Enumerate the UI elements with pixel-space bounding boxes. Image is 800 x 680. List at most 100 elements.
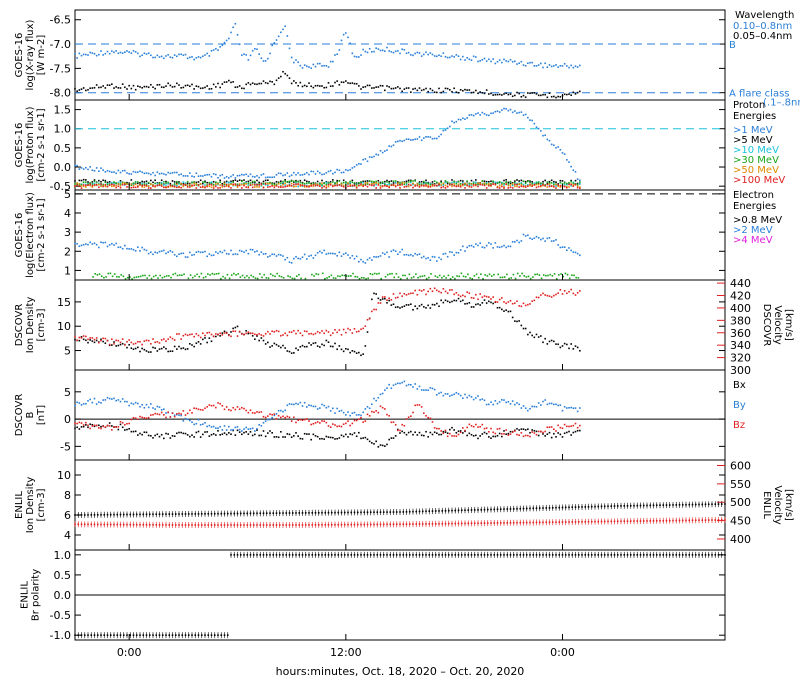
data-point <box>496 110 499 113</box>
data-point <box>212 433 215 435</box>
data-point <box>247 428 250 430</box>
data-point <box>340 333 343 336</box>
data-point <box>256 335 258 337</box>
data-point <box>477 298 479 301</box>
data-point <box>189 182 191 185</box>
data-point <box>74 164 76 167</box>
data-point <box>91 340 94 342</box>
data-point <box>193 182 195 185</box>
data-point <box>537 94 540 97</box>
data-point <box>238 174 241 177</box>
data-point <box>145 183 148 186</box>
data-point <box>288 77 291 79</box>
data-point <box>264 184 267 186</box>
data-point <box>104 241 107 244</box>
data-point <box>215 273 218 275</box>
data-point <box>490 182 492 185</box>
data-point <box>276 272 279 275</box>
data-point <box>462 184 464 187</box>
data-point <box>371 298 373 301</box>
data-point <box>571 274 573 277</box>
data-point <box>358 181 360 184</box>
data-point <box>139 181 141 184</box>
data-point <box>104 342 107 345</box>
data-point <box>505 183 507 186</box>
data-point <box>154 56 156 59</box>
data-point <box>399 181 401 184</box>
data-point <box>197 250 200 253</box>
data-point <box>150 183 152 186</box>
data-point <box>559 289 562 291</box>
data-point <box>342 411 345 414</box>
data-point <box>137 52 139 55</box>
data-point <box>349 414 351 417</box>
data-point <box>87 400 89 402</box>
data-point <box>546 66 549 69</box>
data-point <box>503 58 505 61</box>
data-point <box>314 405 317 408</box>
data-point <box>171 412 174 414</box>
data-point <box>544 179 546 182</box>
data-point <box>449 432 451 435</box>
data-point <box>338 410 341 412</box>
data-point <box>78 52 81 55</box>
data-point <box>544 240 546 242</box>
data-point <box>78 336 81 339</box>
data-point <box>472 184 475 186</box>
data-point <box>542 292 544 295</box>
data-point <box>119 341 122 344</box>
data-point <box>301 182 304 185</box>
right-axis-label-line: Velocity <box>772 485 783 524</box>
data-point <box>130 248 133 250</box>
data-point <box>275 436 278 438</box>
data-point <box>74 422 76 425</box>
data-point <box>566 65 568 67</box>
data-point <box>154 408 156 410</box>
data-point <box>293 257 295 260</box>
data-point <box>407 293 410 295</box>
data-point <box>182 86 185 89</box>
data-point <box>85 166 87 169</box>
data-point <box>202 185 204 188</box>
data-point <box>546 433 549 435</box>
data-point <box>256 48 258 51</box>
data-point <box>141 416 143 419</box>
data-point <box>303 64 306 66</box>
data-point <box>212 183 215 186</box>
data-point <box>150 351 152 353</box>
data-point <box>299 437 302 440</box>
y-axis-label-line: ENLIL <box>20 581 31 609</box>
y-tick-label: 1.0 <box>54 123 72 136</box>
data-point <box>180 252 182 255</box>
data-point <box>269 176 271 179</box>
data-point <box>221 83 224 85</box>
right-y-tick-label: 500 <box>730 496 751 509</box>
data-point <box>87 341 89 344</box>
data-point <box>87 184 89 187</box>
data-point <box>403 183 406 186</box>
data-point <box>327 185 330 188</box>
data-point <box>273 331 276 333</box>
data-point <box>117 339 120 342</box>
data-point <box>199 343 202 345</box>
data-point <box>553 428 555 430</box>
data-point <box>245 181 247 184</box>
data-point <box>286 184 289 187</box>
data-point <box>494 181 497 183</box>
data-point <box>76 184 78 186</box>
data-point <box>445 277 448 279</box>
data-point <box>492 435 494 438</box>
data-point <box>113 184 115 186</box>
data-point <box>496 186 499 189</box>
data-point <box>89 339 91 341</box>
data-point <box>403 88 406 90</box>
data-point <box>262 186 265 189</box>
data-point <box>147 434 150 437</box>
data-point <box>113 426 115 428</box>
data-point <box>423 53 425 56</box>
data-point <box>564 272 567 275</box>
data-point <box>301 256 304 259</box>
data-point <box>238 85 241 87</box>
y-axis-label: DSCOVR B [nT] <box>14 394 47 437</box>
data-point <box>74 183 76 185</box>
